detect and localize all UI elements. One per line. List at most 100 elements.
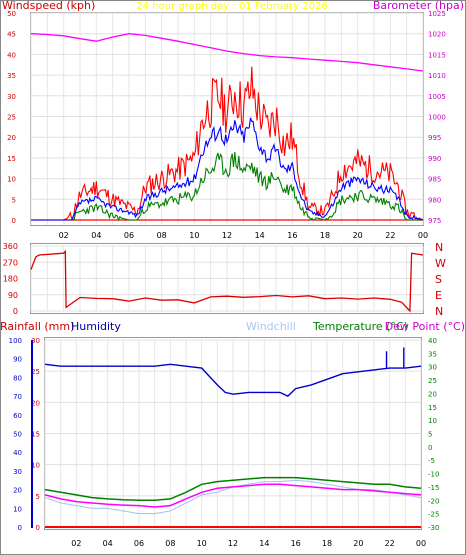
temperature-tick-label: -10 [428, 471, 439, 479]
windspeed-tick-label: 10 [7, 176, 16, 184]
barometer-tick-label: 1015 [428, 51, 446, 59]
rainfall-tick-label: 30 [31, 337, 40, 345]
compass-label: S [435, 273, 442, 286]
direction-tick-label: 270 [3, 258, 18, 267]
temperature-panel-ticks: 0 10 20 30 40 5 06 0 70 80 90 10 00 5 10 15 20 25 30 40 35 30… [9, 337, 440, 548]
windspeed-tick-label: 0 [12, 217, 16, 225]
wind-direction-series-line [30, 249, 424, 313]
humidity-tick-label: 70 [13, 393, 22, 401]
temperature-x-tick-label: 10 [197, 539, 207, 548]
compass-label: N [435, 241, 443, 254]
dewpoint-series-line [44, 483, 422, 508]
humidity-tick-label: 30 [13, 468, 22, 476]
temperature-tick-label: 40 [428, 337, 437, 345]
rainfall-tick-label: 5 [36, 493, 40, 501]
barometer-axis-label: Barometer (hpa) [373, 0, 464, 12]
barometer-tick-label: 985 [428, 176, 441, 184]
humidity-tick-label: 100 [9, 337, 22, 345]
average-wind-series-line [31, 151, 423, 222]
temperature-x-tick-label: 08 [165, 539, 175, 548]
barometer-tick-label: 1000 [428, 114, 446, 122]
temperature-x-tick-label: 06 [134, 539, 144, 548]
direction-panel-grid [30, 245, 424, 312]
temperature-tick-label: 20 [428, 390, 437, 398]
humidity-tick-label: 20 [13, 487, 22, 495]
wind-x-tick-label: 06 [124, 231, 134, 240]
compass-label: E [435, 289, 442, 302]
windspeed-tick-label: 15 [7, 155, 16, 163]
humidity-tick-label: 10 [13, 505, 22, 513]
windspeed-tick-label: 20 [7, 134, 16, 142]
rainfall-tick-label: 0 [36, 524, 40, 532]
temperature-panel-series [44, 347, 422, 528]
temperature-x-tick-label: 16 [291, 539, 301, 548]
humidity-tick-label: 0 [18, 524, 22, 532]
wind-panel-ticks: 0510152025303540455097598098599099510001… [7, 10, 446, 240]
barometer-tick-label: 1010 [428, 72, 446, 80]
windspeed-axis-label: Windspeed (kph) [2, 0, 95, 12]
direction-tick-label: 0 [13, 307, 18, 316]
temperature-x-tick-label: 00 [416, 539, 426, 548]
windspeed-tick-label: 40 [7, 51, 16, 59]
windspeed-tick-label: 50 [7, 10, 16, 18]
windspeed-tick-label: 45 [7, 31, 16, 39]
compass-label: N [435, 305, 443, 318]
humidity-tick-label: 50 [13, 431, 22, 439]
wind-x-tick-label: 14 [255, 231, 265, 240]
barometer-tick-label: 1020 [428, 31, 446, 39]
barometer-tick-label: 1005 [428, 93, 446, 101]
wind-x-tick-label: 16 [287, 231, 297, 240]
wind-x-tick-label: 02 [59, 231, 69, 240]
temperature-x-tick-label: 12 [228, 539, 238, 548]
barometer-tick-label: 975 [428, 217, 441, 225]
overall-wind-series-line [31, 117, 424, 221]
barometer-tick-label: 990 [428, 155, 441, 163]
direction-tick-label: 360 [3, 242, 18, 251]
rainfall-tick-label: 20 [31, 399, 40, 407]
temperature-tick-label: -5 [428, 457, 435, 465]
temperature-x-tick-label: 22 [385, 539, 395, 548]
humidity-axis-label: Humidity [71, 320, 121, 333]
temperature-x-tick-label: 02 [71, 539, 81, 548]
humidity-tick-label: 90 [13, 356, 22, 364]
temperature-tick-label: 25 [428, 377, 437, 385]
barometer-series-line [30, 33, 424, 72]
wind-x-tick-label: 08 [157, 231, 167, 240]
windspeed-tick-label: 5 [12, 196, 16, 204]
rainfall-tick-label: 15 [31, 431, 40, 439]
barometer-tick-label: 980 [428, 196, 441, 204]
direction-tick-label: 90 [8, 291, 18, 300]
temperature-x-tick-label: 04 [103, 539, 113, 548]
temperature-series-line [44, 476, 422, 502]
temperature-tick-label: 30 [428, 364, 437, 372]
wind-x-tick-label: 00 [418, 231, 428, 240]
wind-x-tick-label: 22 [385, 231, 395, 240]
rainfall-tick-label: 25 [31, 368, 40, 376]
temperature-axis-label: Temperature (°C) [312, 320, 408, 333]
temperature-tick-label: 15 [428, 404, 437, 412]
temperature-tick-label: -15 [428, 484, 439, 492]
direction-panel-series [30, 249, 424, 313]
temperature-tick-label: 35 [428, 350, 437, 358]
humidity-tick-label: 80 [13, 374, 22, 382]
gust-series-line [31, 66, 424, 222]
dewpoint-axis-label: Dew Point (°C) [385, 320, 465, 333]
humidity-axis-bar [31, 340, 33, 528]
temperature-x-tick-label: 18 [322, 539, 332, 548]
temperature-tick-label: 10 [428, 417, 437, 425]
humidity-tick-label: 40 [13, 449, 22, 457]
wind-x-tick-label: 04 [91, 231, 101, 240]
temperature-tick-label: -20 [428, 497, 439, 505]
compass-label: W [435, 257, 446, 270]
temperature-x-tick-label: 20 [353, 539, 363, 548]
windspeed-tick-label: 35 [7, 72, 16, 80]
temperature-tick-label: 5 [428, 431, 432, 439]
wind-panel-series [30, 33, 424, 222]
humidity-series-line [44, 363, 422, 397]
wind-x-tick-label: 12 [222, 231, 232, 240]
wind-x-tick-label: 18 [320, 231, 330, 240]
rainfall-axis-label: Rainfall (mm) [0, 320, 74, 333]
